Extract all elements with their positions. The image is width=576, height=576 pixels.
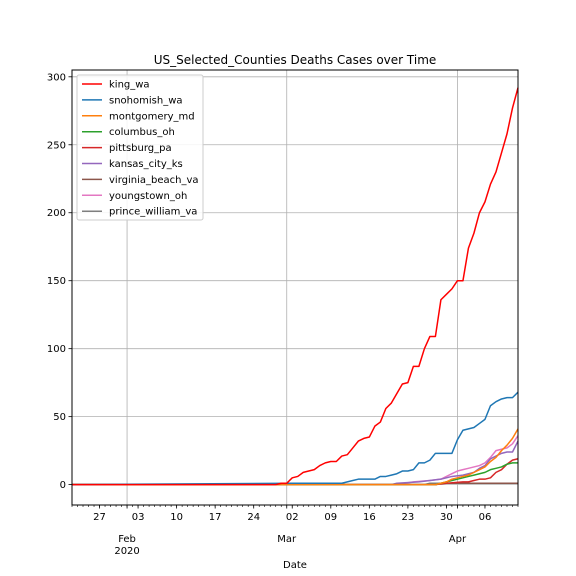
x-tick-label: 17 — [209, 512, 222, 523]
plot-frame — [71, 69, 519, 506]
x-axis-label: Date — [283, 560, 307, 571]
series-line-montgomery-md — [72, 428, 519, 486]
y-tick-label: 300 — [47, 72, 66, 83]
legend-label: virginia_beach_va — [109, 175, 199, 186]
legend-label: kansas_city_ks — [109, 159, 183, 170]
series-lines — [71, 87, 519, 486]
legend-label: prince_william_va — [109, 207, 197, 218]
chart-title: US_Selected_Counties Deaths Cases over T… — [154, 53, 437, 67]
legend-box — [76, 74, 204, 221]
y-tick-label: 50 — [53, 412, 66, 423]
x-tick-label: 30 — [440, 512, 453, 523]
x-tick-label: 06 — [479, 512, 492, 523]
legend-label: pittsburg_pa — [109, 143, 172, 154]
legend-label: king_wa — [109, 80, 150, 91]
y-axis: 0 50 100 150 200 250 300 — [47, 72, 72, 491]
legend-label: youngstown_oh — [109, 191, 187, 202]
y-tick-label: 0 — [60, 480, 66, 491]
x-tick-label: 02 — [286, 512, 299, 523]
x-tick-label: 03 — [132, 512, 145, 523]
y-tick-label: 200 — [47, 208, 66, 219]
y-tick-label: 100 — [47, 344, 66, 355]
x-tick-label: 10 — [170, 512, 183, 523]
y-tick-label: 150 — [47, 276, 66, 287]
x-major-label: Mar — [277, 534, 297, 545]
x-tick-label: 23 — [402, 512, 415, 523]
legend-label: columbus_oh — [109, 127, 175, 138]
legend-label: montgomery_md — [109, 111, 195, 122]
x-tick-label: 27 — [93, 512, 106, 523]
legend: king_wa snohomish_wa montgomery_md columbus… — [76, 74, 204, 221]
series-line-king-wa — [72, 87, 519, 486]
x-major-label: Feb — [118, 534, 136, 545]
x-tick-label: 24 — [247, 512, 260, 523]
series-line-snohomish-wa — [71, 391, 519, 486]
legend-label: snohomish_wa — [109, 95, 183, 106]
x-year-label: 2020 — [114, 546, 139, 557]
x-tick-label: 09 — [324, 512, 337, 523]
y-tick-label: 250 — [47, 140, 66, 151]
x-major-label: Apr — [449, 534, 467, 545]
x-tick-label: 16 — [363, 512, 376, 523]
